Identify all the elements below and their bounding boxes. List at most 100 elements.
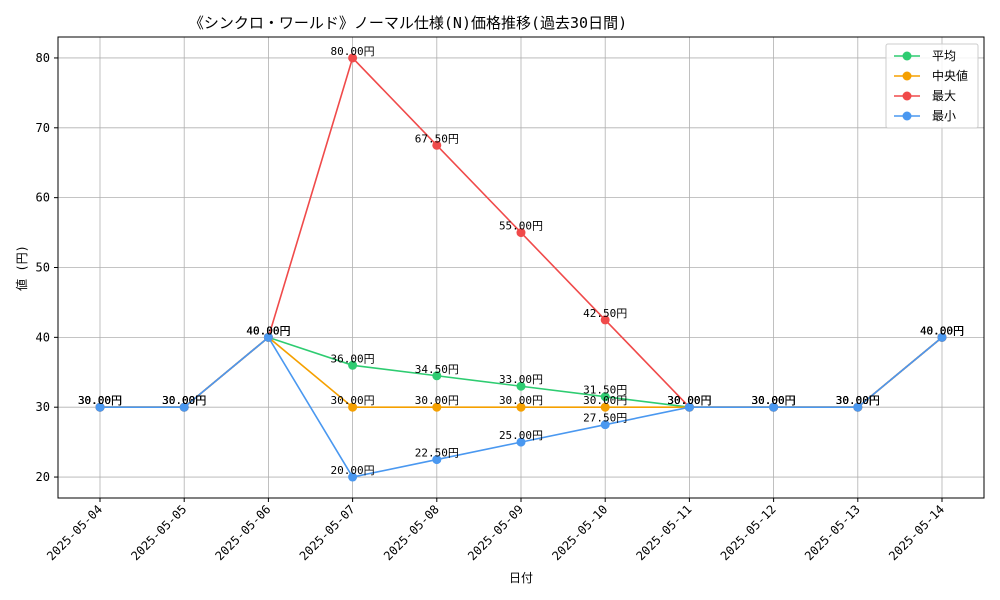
legend-box: [885, 43, 979, 129]
x-tick-label: 2025-05-05: [128, 502, 189, 563]
data-label: 30.00円: [331, 394, 375, 407]
data-labels: 30.00円 30.00円 40.00円 36.00円 34.50円 33.00円 31.5…: [78, 45, 964, 477]
data-label: 31.50円: [583, 384, 627, 397]
data-label: 40.00円: [246, 324, 290, 337]
data-label: 33.00円: [499, 373, 543, 386]
data-point: [853, 402, 863, 412]
data-label: 30.00円: [78, 394, 122, 407]
data-label: 30.00円: [415, 394, 459, 407]
x-tick-label: 2025-05-11: [634, 502, 695, 563]
data-label: 30.00円: [752, 394, 796, 407]
data-point: [600, 420, 610, 430]
x-tick-label: 2025-05-13: [802, 502, 863, 563]
data-label: 42.50円: [583, 307, 627, 320]
x-tick-label: 2025-05-07: [297, 502, 358, 563]
x-axis: 2025-05-04 2025-05-05 2025-05-06 2025-05-07…: [44, 498, 947, 563]
data-label: 30.00円: [583, 394, 627, 407]
data-label: 40.00円: [246, 324, 290, 337]
y-tick-label: 20: [36, 470, 50, 484]
data-label: 30.00円: [752, 394, 796, 407]
data-label: 30.00円: [667, 394, 711, 407]
legend-label: 中央値: [932, 68, 968, 83]
legend-marker: [902, 111, 912, 121]
data-label: 80.00円: [331, 45, 375, 58]
x-tick-label: 2025-05-09: [465, 502, 526, 563]
data-label: 30.00円: [836, 394, 880, 407]
y-tick-label: 80: [36, 51, 50, 65]
y-tick-label: 40: [36, 330, 50, 344]
data-point: [432, 455, 442, 465]
y-tick-label: 50: [36, 261, 50, 275]
x-tick-label: 2025-05-04: [44, 502, 105, 563]
legend-label: 最大: [932, 89, 956, 103]
data-point: [937, 332, 947, 342]
data-label: 30.00円: [667, 394, 711, 407]
y-axis-title: 値 (円): [14, 245, 29, 291]
data-label: 30.00円: [78, 394, 122, 407]
data-point: [600, 392, 610, 402]
data-label: 34.50円: [415, 363, 459, 376]
data-point: [348, 402, 358, 412]
data-label: 40.00円: [920, 324, 964, 337]
data-label: 40.00円: [920, 324, 964, 337]
legend-label: 最小: [932, 109, 956, 123]
data-point: [348, 53, 358, 63]
chart-title: 《シンクロ・ワールド》ノーマル仕様(N)価格推移(過去30日間): [189, 14, 627, 32]
data-point: [600, 402, 610, 412]
legend-label: 平均: [932, 49, 956, 63]
data-label: 22.50円: [415, 447, 459, 460]
data-point: [432, 402, 442, 412]
data-label: 30.00円: [667, 394, 711, 407]
data-point: [600, 315, 610, 325]
data-label: 30.00円: [162, 394, 206, 407]
y-tick-label: 60: [36, 191, 50, 205]
x-tick-label: 2025-05-10: [549, 502, 610, 563]
data-point: [516, 228, 526, 238]
data-label: 40.00円: [920, 324, 964, 337]
data-label: 55.00円: [499, 220, 543, 233]
data-point: [769, 402, 779, 412]
data-label: 40.00円: [920, 324, 964, 337]
series-layer: [95, 53, 947, 482]
data-label: 25.00円: [499, 429, 543, 442]
data-point: [348, 472, 358, 482]
x-tick-label: 2025-05-08: [381, 502, 442, 563]
legend-marker: [902, 71, 912, 81]
data-point: [684, 402, 694, 412]
legend-marker: [902, 51, 912, 61]
x-axis-title: 日付: [509, 571, 533, 585]
data-label: 30.00円: [162, 394, 206, 407]
data-label: 36.00円: [331, 352, 375, 365]
data-point: [516, 437, 526, 447]
data-label: 30.00円: [162, 394, 206, 407]
y-tick-label: 30: [36, 400, 50, 414]
data-label: 30.00円: [78, 394, 122, 407]
data-label: 30.00円: [836, 394, 880, 407]
data-label: 30.00円: [499, 394, 543, 407]
data-label: 40.00円: [246, 324, 290, 337]
data-label: 30.00円: [836, 394, 880, 407]
data-label: 20.00円: [331, 464, 375, 477]
data-label: 30.00円: [78, 394, 122, 407]
y-tick-label: 70: [36, 121, 50, 135]
data-label: 30.00円: [162, 394, 206, 407]
data-label: 27.50円: [583, 412, 627, 425]
data-label: 30.00円: [667, 394, 711, 407]
x-tick-label: 2025-05-14: [886, 502, 947, 563]
data-point: [263, 332, 273, 342]
data-label: 30.00円: [836, 394, 880, 407]
data-point: [348, 360, 358, 370]
legend-marker: [902, 91, 912, 101]
data-point: [516, 381, 526, 391]
data-label: 30.00円: [752, 394, 796, 407]
data-point: [179, 402, 189, 412]
data-point: [516, 402, 526, 412]
data-label: 40.00円: [246, 324, 290, 337]
y-axis: 20 30 40 50 60 70 80: [36, 51, 58, 484]
data-label: 30.00円: [752, 394, 796, 407]
data-point: [432, 140, 442, 150]
data-point: [95, 402, 105, 412]
data-point: [432, 371, 442, 381]
